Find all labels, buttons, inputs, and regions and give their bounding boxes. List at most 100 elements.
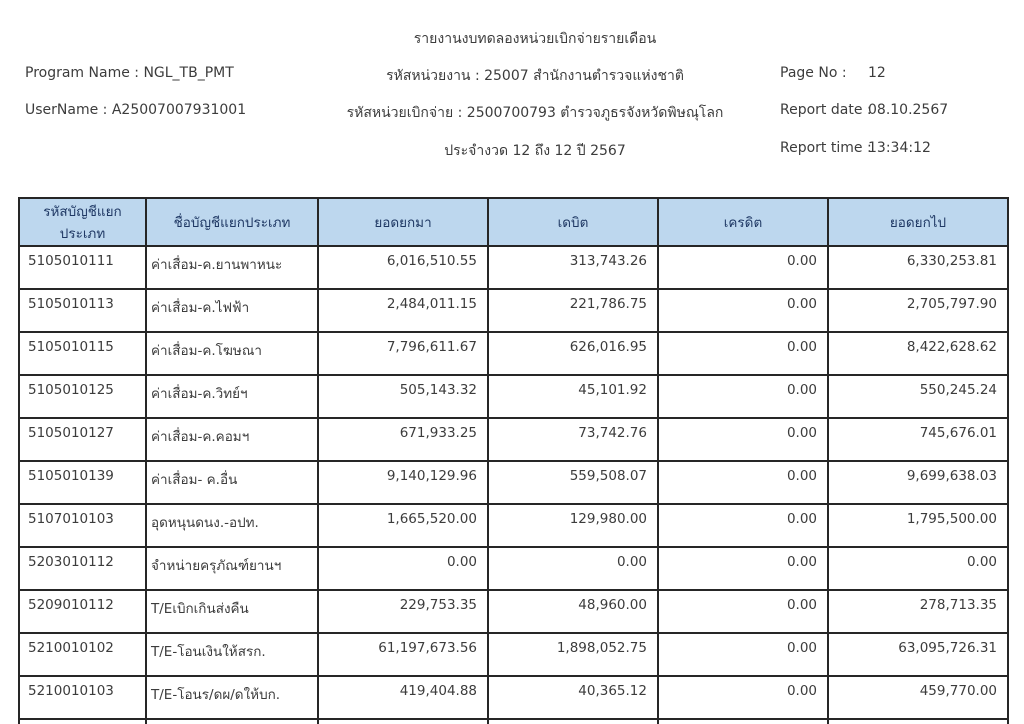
opening-balance-cell: 6,016,510.55 (317, 245, 489, 290)
credit-cell: 0.00 (657, 245, 829, 290)
col-header-debit: เดบิต (487, 197, 659, 247)
opening-balance-cell: 0.00 (317, 546, 489, 591)
credit-cell: 0.00 (657, 503, 829, 548)
opening-balance-cell: 7,796,611.67 (317, 331, 489, 376)
debit-cell: 73,742.76 (487, 417, 659, 462)
account-name-cell: ค่าเสื่อม-ค.โฆษณา (145, 331, 319, 376)
debit-cell: 626,016.95 (487, 331, 659, 376)
closing-balance-cell: 9,699,638.03 (827, 460, 1009, 505)
credit-cell: 0.00 (657, 675, 829, 720)
opening-balance-cell: 2,484,011.15 (317, 288, 489, 333)
account-code-cell: 5107010103 (18, 503, 147, 548)
trial-balance-table: รหัสบัญชีแยกประเภท ชื่อบัญชีแยกประเภท ยอ… (18, 197, 1009, 724)
credit-cell: 0.00 (657, 632, 829, 677)
report-time-value: 13:34:12 (868, 140, 931, 156)
account-name-cell: ค่าเสื่อม-ค.วิทย์ฯ (145, 374, 319, 419)
debit-cell: 313,743.26 (487, 245, 659, 290)
col-header-opening-balance: ยอดยกมา (317, 197, 489, 247)
opening-balance-cell: 229,753.35 (317, 589, 489, 634)
period-text: ประจำงวด 12 ถึง 12 ปี 2567 (444, 143, 626, 159)
table-row: 5105010125 ค่าเสื่อม-ค.วิทย์ฯ 505,143.32… (18, 374, 1009, 419)
credit-cell: 0.00 (657, 417, 829, 462)
closing-balance-cell: 63,095,726.31 (827, 632, 1009, 677)
closing-balance-cell: 278,713.35 (827, 589, 1009, 634)
table-row: 5105010139 ค่าเสื่อม- ค.อื่น 9,140,129.9… (18, 460, 1009, 505)
debit-cell: 129,980.00 (487, 503, 659, 548)
page-no-label: Page No : (780, 65, 847, 81)
table-row: 5105010113 ค่าเสื่อม-ค.ไฟฟ้า 2,484,011.1… (18, 288, 1009, 333)
credit-cell: 0.00 (657, 374, 829, 419)
report-title-text: รายงานงบทดลองหน่วยเบิกจ่ายรายเดือน (413, 31, 657, 47)
account-code-cell: 5210010105 (18, 718, 147, 724)
account-name-cell: T/E-ปรับเงินฝากคลัง (145, 718, 319, 724)
disburse-code-text: รหัสหน่วยเบิกจ่าย : 2500700793 ตำรวจภูธร… (346, 105, 724, 121)
closing-balance-cell: 459,770.00 (827, 675, 1009, 720)
account-code-cell: 5105010111 (18, 245, 147, 290)
table-row: 5210010105 T/E-ปรับเงินฝากคลัง 30,832,92… (18, 718, 1009, 724)
account-name-cell: ค่าเสื่อม- ค.อื่น (145, 460, 319, 505)
closing-balance-cell: 745,676.01 (827, 417, 1009, 462)
table-row: 5105010115 ค่าเสื่อม-ค.โฆษณา 7,796,611.6… (18, 331, 1009, 376)
table-body: 5105010111 ค่าเสื่อม-ค.ยานพาหนะ 6,016,51… (18, 245, 1009, 724)
table-row: 5107010103 อุดหนุนดนง.-อปท. 1,665,520.00… (18, 503, 1009, 548)
table-row: 5105010111 ค่าเสื่อม-ค.ยานพาหนะ 6,016,51… (18, 245, 1009, 290)
debit-cell: 559,508.07 (487, 460, 659, 505)
account-name-cell: T/E-โอนร/ดผ/ดให้บก. (145, 675, 319, 720)
opening-balance-cell: 61,197,673.56 (317, 632, 489, 677)
table-row: 5203010112 จำหน่ายครุภัณฑ์ยานฯ 0.00 0.00… (18, 546, 1009, 591)
report-title: รายงานงบทดลองหน่วยเบิกจ่ายรายเดือน (0, 28, 1024, 50)
account-name-cell: ค่าเสื่อม-ค.คอมฯ (145, 417, 319, 462)
col-header-closing-balance: ยอดยกไป (827, 197, 1009, 247)
report-date-value: 08.10.2567 (868, 102, 949, 118)
table-header-row: รหัสบัญชีแยกประเภท ชื่อบัญชีแยกประเภท ยอ… (18, 197, 1009, 247)
debit-cell: 48,960.00 (487, 589, 659, 634)
credit-cell: 0.00 (657, 718, 829, 724)
account-code-cell: 5105010127 (18, 417, 147, 462)
credit-cell: 0.00 (657, 331, 829, 376)
account-name-cell: จำหน่ายครุภัณฑ์ยานฯ (145, 546, 319, 591)
credit-cell: 0.00 (657, 589, 829, 634)
account-code-cell: 5105010125 (18, 374, 147, 419)
closing-balance-cell: 550,245.24 (827, 374, 1009, 419)
credit-cell: 0.00 (657, 546, 829, 591)
opening-balance-cell: 9,140,129.96 (317, 460, 489, 505)
account-code-cell: 5105010115 (18, 331, 147, 376)
unit-code-line: รหัสหน่วยงาน : 25007 สำนักงานตำรวจแห่งชา… (0, 65, 1024, 87)
account-code-cell: 5105010113 (18, 288, 147, 333)
debit-cell: 221,786.75 (487, 288, 659, 333)
opening-balance-cell: 671,933.25 (317, 417, 489, 462)
page-no-value: 12 (868, 65, 886, 81)
debit-cell: 0.00 (487, 546, 659, 591)
credit-cell: 0.00 (657, 460, 829, 505)
closing-balance-cell: 1,795,500.00 (827, 503, 1009, 548)
account-code-cell: 5210010102 (18, 632, 147, 677)
debit-cell: 28,559,107.34 (487, 718, 659, 724)
report-time-label: Report time : (780, 140, 872, 156)
account-name-cell: ค่าเสื่อม-ค.ยานพาหนะ (145, 245, 319, 290)
disburse-code-line: รหัสหน่วยเบิกจ่าย : 2500700793 ตำรวจภูธร… (0, 102, 1024, 124)
user-name: UserName : A25007007931001 (25, 102, 247, 118)
period-line: ประจำงวด 12 ถึง 12 ปี 2567 (0, 140, 1024, 162)
account-name-cell: ค่าเสื่อม-ค.ไฟฟ้า (145, 288, 319, 333)
closing-balance-cell: 6,330,253.81 (827, 245, 1009, 290)
closing-balance-cell: 8,422,628.62 (827, 331, 1009, 376)
col-header-account-name: ชื่อบัญชีแยกประเภท (145, 197, 319, 247)
opening-balance-cell: 1,665,520.00 (317, 503, 489, 548)
table-row: 5105010127 ค่าเสื่อม-ค.คอมฯ 671,933.25 7… (18, 417, 1009, 462)
table-row: 5209010112 T/Eเบิกเกินส่งคืน 229,753.35 … (18, 589, 1009, 634)
account-name-cell: T/E-โอนเงินให้สรก. (145, 632, 319, 677)
account-code-cell: 5209010112 (18, 589, 147, 634)
closing-balance-cell: 59,392,035.55 (827, 718, 1009, 724)
closing-balance-cell: 2,705,797.90 (827, 288, 1009, 333)
debit-cell: 40,365.12 (487, 675, 659, 720)
debit-cell: 45,101.92 (487, 374, 659, 419)
closing-balance-cell: 0.00 (827, 546, 1009, 591)
program-name: Program Name : NGL_TB_PMT (25, 65, 234, 81)
opening-balance-cell: 30,832,928.21 (317, 718, 489, 724)
col-header-account-code: รหัสบัญชีแยกประเภท (18, 197, 147, 247)
account-code-cell: 5203010112 (18, 546, 147, 591)
account-name-cell: อุดหนุนดนง.-อปท. (145, 503, 319, 548)
account-name-cell: T/Eเบิกเกินส่งคืน (145, 589, 319, 634)
report-date-label: Report date : (780, 102, 872, 118)
credit-cell: 0.00 (657, 288, 829, 333)
